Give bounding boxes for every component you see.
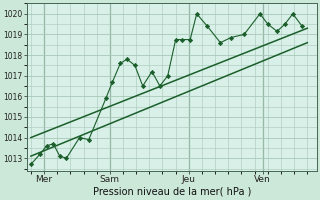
X-axis label: Pression niveau de la mer( hPa ): Pression niveau de la mer( hPa ) [92, 187, 251, 197]
